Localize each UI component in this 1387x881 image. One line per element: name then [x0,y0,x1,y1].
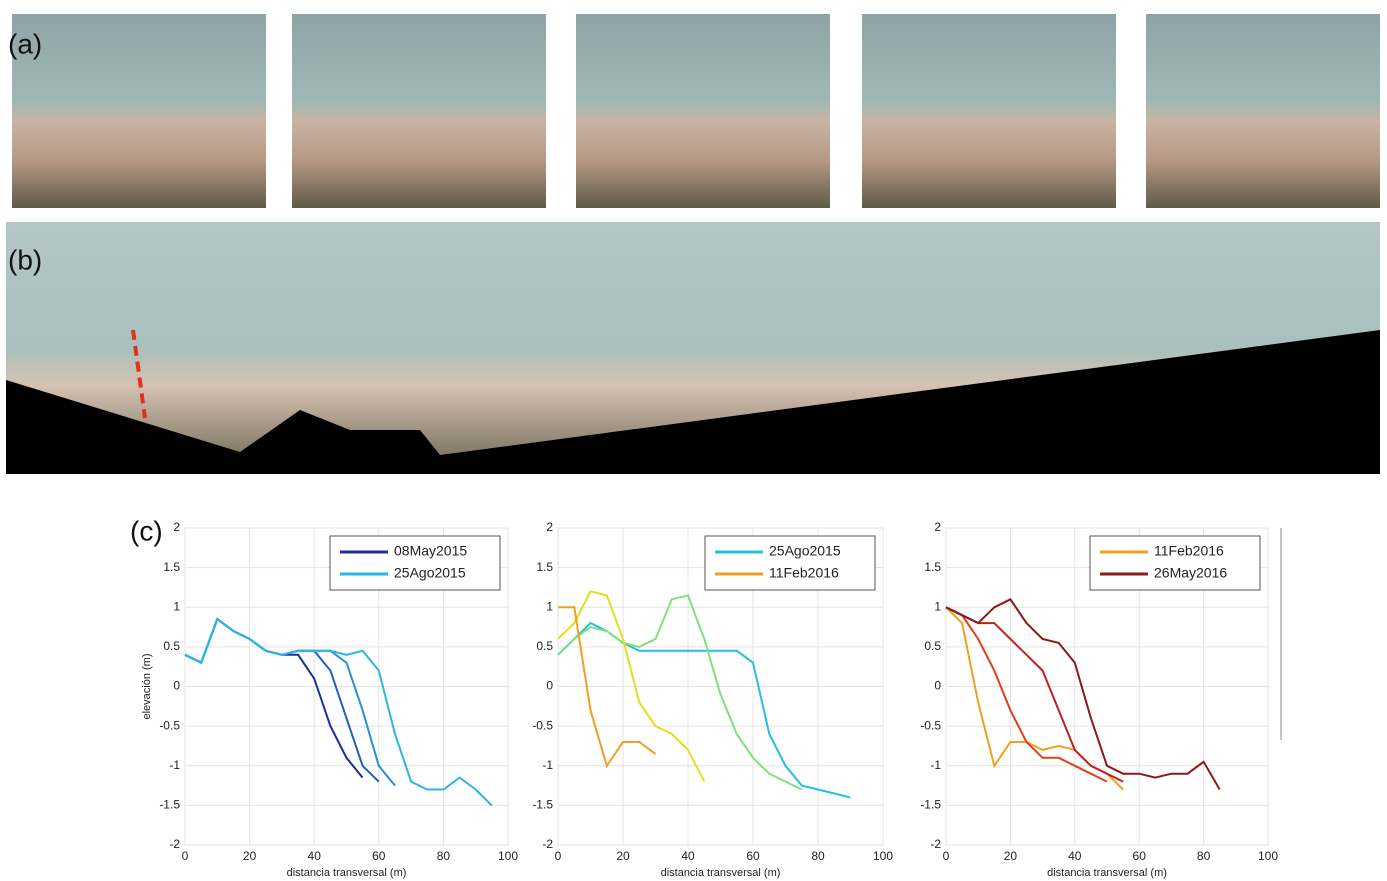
x-tick-label: 20 [1004,849,1018,863]
panel-a-photos [12,14,1380,208]
y-tick-label: -1 [930,758,941,772]
legend-box [1089,535,1261,591]
x-tick-label: 80 [1197,849,1211,863]
legend-label: 25Ago2015 [769,543,841,559]
y-tick-label: -2 [542,837,553,851]
x-tick-label: 0 [182,849,189,863]
x-tick-label: 80 [811,849,825,863]
y-tick-label: 2 [173,520,180,534]
y-tick-label: -2 [169,837,180,851]
x-tick-label: 100 [873,849,893,863]
y-tick-label: -1.5 [532,798,553,812]
profile-line [558,606,657,769]
y-tick-label: 2 [934,520,941,534]
x-tick-label: 100 [1258,849,1278,863]
photo [1146,14,1380,208]
y-axis-label: elevación (m) [141,653,153,719]
profile-line [184,617,493,807]
legend-label: 25Ago2015 [394,565,466,581]
profile-line [945,606,1108,783]
photo [292,14,546,208]
x-axis-label: distancia transversal (m) [287,867,407,879]
y-tick-label: 1.5 [924,560,941,574]
legend-label: 11Feb2016 [1154,543,1224,559]
legend-label: 26May2016 [1154,565,1227,581]
x-tick-label: 80 [437,849,451,863]
profile-line [945,598,1221,791]
y-tick-label: -1 [542,758,553,772]
x-tick-label: 60 [372,849,386,863]
mask [6,330,1380,474]
panel-b-photo [6,222,1380,474]
photo [576,14,830,208]
y-tick-label: 0.5 [924,639,941,653]
x-tick-label: 20 [243,849,257,863]
x-tick-label: 0 [555,849,562,863]
y-tick-label: 0 [934,679,941,693]
y-tick-label: 1 [546,599,553,613]
y-tick-label: 2 [546,520,553,534]
x-tick-label: 100 [498,849,518,863]
photo [12,14,266,208]
y-tick-label: -1.5 [920,798,941,812]
y-tick-label: -0.5 [159,718,180,732]
legend-box [704,535,876,591]
x-tick-label: 20 [616,849,630,863]
legend-label: 08May2015 [394,543,467,559]
x-axis-label: distancia transversal (m) [661,867,781,879]
y-tick-label: 0 [546,679,553,693]
y-tick-label: 1.5 [536,560,553,574]
y-tick-label: 0 [173,679,180,693]
legend-box [329,535,501,591]
y-tick-label: 1 [173,599,180,613]
y-tick-label: -1 [169,758,180,772]
photo [862,14,1116,208]
y-tick-label: -1.5 [159,798,180,812]
x-tick-label: 60 [746,849,760,863]
x-axis-label: distancia transversal (m) [1047,867,1167,879]
y-tick-label: -0.5 [532,718,553,732]
y-tick-label: 0.5 [163,639,180,653]
x-tick-label: 40 [681,849,695,863]
panel-label: (b) [8,244,42,275]
x-tick-label: 0 [943,849,950,863]
profile-line [557,590,706,783]
x-tick-label: 60 [1133,849,1147,863]
x-tick-label: 40 [1068,849,1082,863]
panel-label: (a) [8,28,42,59]
y-tick-label: -0.5 [920,718,941,732]
profile-line [557,594,803,791]
panel-label: (c) [130,515,163,546]
y-tick-label: -2 [930,837,941,851]
y-tick-label: 0.5 [536,639,553,653]
y-tick-label: 1.5 [163,560,180,574]
x-tick-label: 40 [308,849,322,863]
legend-label: 11Feb2016 [769,565,839,581]
y-tick-label: 1 [934,599,941,613]
